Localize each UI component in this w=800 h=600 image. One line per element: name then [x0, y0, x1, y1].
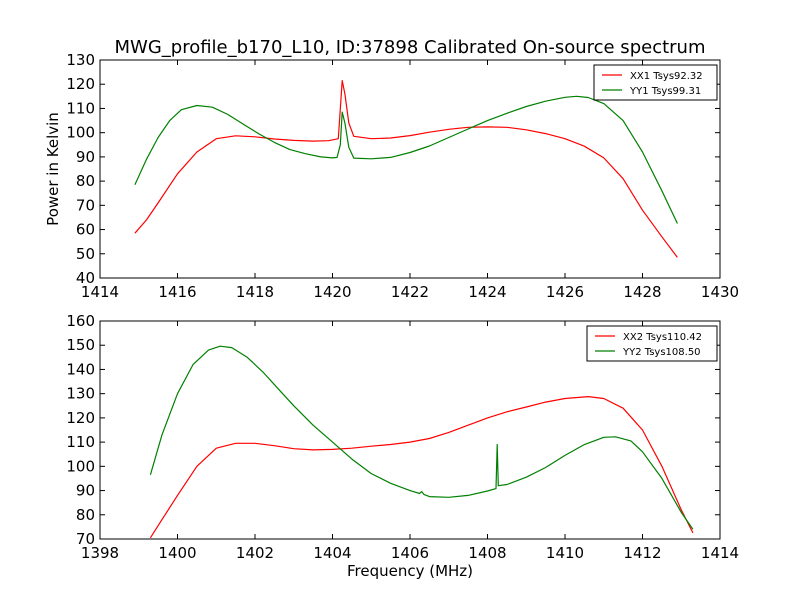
y-tick-label: 150 [66, 336, 95, 354]
x-tick-label: 1422 [391, 283, 429, 301]
y-tick-label: 90 [76, 482, 95, 500]
y-tick-label: 90 [76, 148, 95, 166]
legend-label: XX2 Tsys110.42 [623, 332, 702, 343]
y-tick-label: 120 [66, 409, 95, 427]
legend-box [593, 64, 718, 101]
x-tick-label: 1428 [623, 283, 661, 301]
series-line-xx1 [134, 80, 678, 258]
y-tick-label: 40 [76, 269, 95, 287]
x-tick-label: 1402 [236, 544, 274, 562]
y-tick-label: 70 [76, 196, 95, 214]
x-tick-label: 1414 [701, 544, 739, 562]
y-tick-label: 160 [66, 312, 95, 330]
x-tick-label: 1418 [236, 283, 274, 301]
x-tick-label: 1412 [623, 544, 661, 562]
figure-title: MWG_profile_b170_L10, ID:37898 Calibrate… [115, 37, 706, 58]
x-tick-label: 1416 [158, 283, 196, 301]
x-tick-label: 1430 [701, 283, 739, 301]
x-tick-label: 1400 [158, 544, 196, 562]
y-tick-label: 140 [66, 360, 95, 378]
x-tick-label: 1414 [81, 283, 119, 301]
y-tick-label: 100 [66, 457, 95, 475]
y-tick-label: 70 [76, 530, 95, 548]
y-tick-label: 120 [66, 75, 95, 93]
y-tick-label: 130 [66, 385, 95, 403]
legend: XX2 Tsys110.42 YY2 Tsys108.50 [586, 325, 718, 362]
y-tick-label: 110 [66, 433, 95, 451]
x-tick-label: 1406 [391, 544, 429, 562]
legend-label: YY1 Tsys99.31 [629, 86, 701, 97]
x-tick-label: 1424 [468, 283, 506, 301]
y-tick-label: 60 [76, 221, 95, 239]
legend-label: XX1 Tsys92.32 [630, 71, 703, 82]
x-tick-label: 1404 [313, 544, 351, 562]
series-line-xx2 [149, 396, 694, 539]
bottom-subplot: 1398 1400 1402 1404 1406 1408 1410 1412 1414 70 80… [66, 312, 739, 580]
x-tick-label: 1410 [546, 544, 584, 562]
y-tick-label: 80 [76, 506, 95, 524]
x-tick-label: 1426 [546, 283, 584, 301]
y-tick-label: 80 [76, 172, 95, 190]
x-tick-label: 1420 [313, 283, 351, 301]
series-line-yy2 [149, 345, 694, 530]
x-tick-label: 1398 [81, 544, 119, 562]
legend-label: YY2 Tsys108.50 [622, 347, 701, 358]
x-tick-label: 1408 [468, 544, 506, 562]
y-tick-label: 110 [66, 99, 95, 117]
y-tick-label: 50 [76, 245, 95, 263]
legend: XX1 Tsys92.32 YY1 Tsys99.31 [593, 64, 718, 101]
top-subplot: 1414 1416 1418 1420 1422 1424 1426 1428 1430 40 50… [44, 51, 739, 301]
series-line-yy1 [134, 95, 678, 224]
x-axis-label: Frequency (MHz) [347, 562, 473, 580]
legend-box [586, 325, 718, 362]
y-tick-label: 130 [66, 51, 95, 69]
y-tick-label: 100 [66, 124, 95, 142]
y-axis-label: Power in Kelvin [44, 112, 62, 226]
